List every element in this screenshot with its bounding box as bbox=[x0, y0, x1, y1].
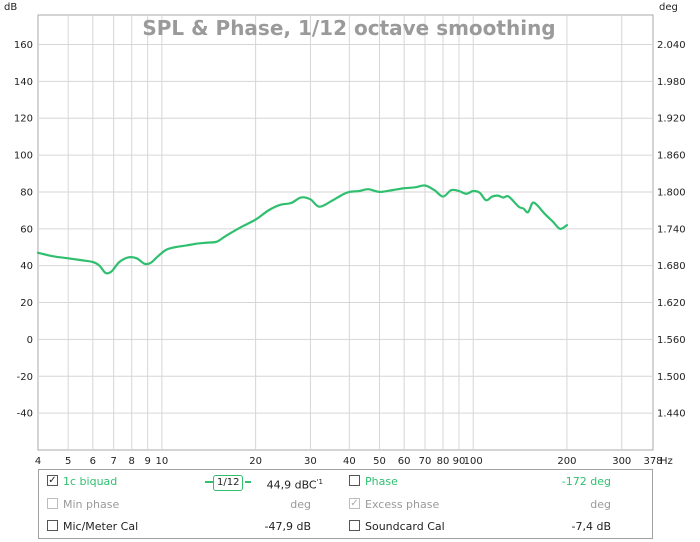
y-tick-label: 140 bbox=[14, 77, 33, 88]
right-axis-unit: deg bbox=[659, 2, 678, 13]
excess-phase-label: Excess phase bbox=[365, 498, 440, 511]
spl-checkbox[interactable]: ✓ bbox=[47, 475, 58, 486]
x-tick-label: 100 bbox=[464, 456, 483, 467]
min-phase-label: Min phase bbox=[63, 498, 120, 511]
y2-tick-label: 1.440 bbox=[657, 409, 686, 420]
mic-cal-label: Mic/Meter Cal bbox=[63, 520, 139, 533]
x-tick-label: 50 bbox=[373, 456, 386, 467]
x-tick-label: 7 bbox=[110, 456, 116, 467]
x-tick-label: 80 bbox=[437, 456, 450, 467]
mic-cal-checkbox[interactable] bbox=[47, 520, 58, 531]
y-tick-label: 120 bbox=[14, 114, 33, 125]
y2-tick-label: 1.620 bbox=[657, 298, 686, 309]
series bbox=[36, 184, 569, 275]
x-tick-label: 200 bbox=[557, 456, 576, 467]
legend-row-cal: Mic/Meter Cal -47,9 dB Soundcard Cal -7,… bbox=[39, 517, 652, 537]
phase-label: Phase bbox=[365, 475, 398, 488]
phase-checkbox[interactable] bbox=[349, 475, 360, 486]
y2-tick-label: 1.860 bbox=[657, 151, 686, 162]
y2-tick-label: 2.040 bbox=[657, 40, 686, 51]
min-phase-checkbox[interactable] bbox=[47, 498, 58, 509]
excess-phase-checkbox[interactable]: ✓ bbox=[349, 498, 360, 509]
mic-cal-value: -47,9 dB bbox=[264, 520, 312, 533]
y-tick-label: 20 bbox=[20, 298, 33, 309]
y2-tick-label: 1.920 bbox=[657, 114, 686, 125]
min-phase-value: deg bbox=[290, 498, 311, 511]
plot-area[interactable] bbox=[37, 14, 654, 451]
x-tick-label: 300 bbox=[612, 456, 631, 467]
phase-value: -172 deg bbox=[561, 475, 611, 488]
spl-phase-chart[interactable]: 160140120100806040200-20-402.0401.9801.9… bbox=[0, 0, 700, 470]
x-tick-label: 20 bbox=[249, 456, 262, 467]
x-tick-label: 10 bbox=[156, 456, 169, 467]
y2-tick-label: 1.740 bbox=[657, 224, 686, 235]
axes: 160140120100806040200-20-402.0401.9801.9… bbox=[14, 40, 686, 467]
spl-value: 44,9 dBC'1 bbox=[266, 478, 323, 492]
x-tick-label: 6 bbox=[90, 456, 96, 467]
x-tick-label: 8 bbox=[129, 456, 135, 467]
excess-phase-value: deg bbox=[590, 498, 611, 511]
y-tick-label: -20 bbox=[17, 372, 33, 383]
soundcard-cal-value: -7,4 dB bbox=[571, 520, 612, 533]
legend-row-min-phase: Min phase deg ✓ Excess phase deg bbox=[39, 495, 652, 515]
x-tick-label: 30 bbox=[304, 456, 317, 467]
y2-tick-label: 1.680 bbox=[657, 261, 686, 272]
soundcard-cal-label: Soundcard Cal bbox=[365, 520, 445, 533]
spl-swatch-left bbox=[205, 481, 213, 483]
grid bbox=[38, 15, 653, 450]
x-tick-label: 5 bbox=[65, 456, 71, 467]
y-tick-label: 0 bbox=[27, 335, 33, 346]
x-axis-unit: Hz bbox=[660, 456, 673, 467]
y2-tick-label: 1.500 bbox=[657, 372, 686, 383]
y2-tick-label: 1.800 bbox=[657, 187, 686, 198]
legend-row-spl: ✓ 1c biquad 1/12 44,9 dBC'1 Phase -172 d… bbox=[39, 472, 652, 492]
left-axis-unit: dB bbox=[4, 2, 17, 13]
y-tick-label: 40 bbox=[20, 261, 33, 272]
y2-tick-label: 1.560 bbox=[657, 335, 686, 346]
x-tick-label: 60 bbox=[398, 456, 411, 467]
x-tick-label: 40 bbox=[343, 456, 356, 467]
chart-title: SPL & Phase, 1/12 octave smoothing bbox=[142, 16, 555, 40]
y-tick-label: 80 bbox=[20, 187, 33, 198]
x-tick-label: 378 bbox=[643, 456, 662, 467]
x-tick-label: 9 bbox=[144, 456, 150, 467]
legend-panel: ✓ 1c biquad 1/12 44,9 dBC'1 Phase -172 d… bbox=[38, 469, 653, 539]
x-tick-label: 90 bbox=[453, 456, 466, 467]
y-tick-label: 60 bbox=[20, 224, 33, 235]
y2-tick-label: 1.980 bbox=[657, 77, 686, 88]
smoothing-button[interactable]: 1/12 bbox=[213, 475, 244, 491]
y-tick-label: 160 bbox=[14, 40, 33, 51]
spl-label: 1c biquad bbox=[63, 475, 118, 488]
y-tick-label: -40 bbox=[17, 409, 33, 420]
x-tick-label: 4 bbox=[35, 456, 41, 467]
y-tick-label: 100 bbox=[14, 151, 33, 162]
series-line-spl bbox=[36, 184, 569, 275]
spl-swatch-right bbox=[245, 481, 251, 483]
x-tick-label: 70 bbox=[419, 456, 432, 467]
soundcard-cal-checkbox[interactable] bbox=[349, 520, 360, 531]
